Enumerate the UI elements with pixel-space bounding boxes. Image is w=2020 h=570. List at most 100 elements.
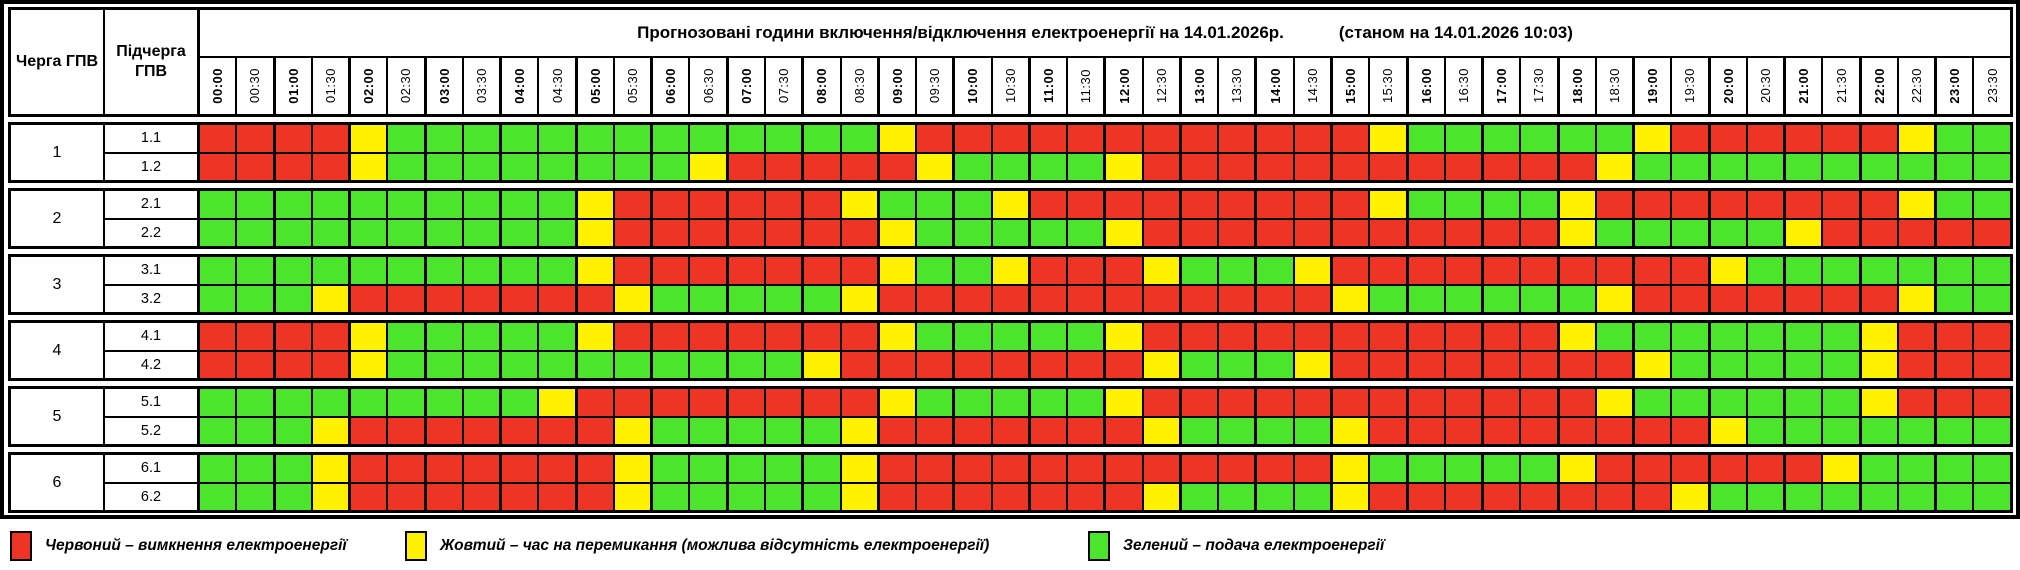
schedule-cell	[1027, 219, 1067, 246]
schedule-cell	[1896, 153, 1935, 180]
schedule-cell	[200, 323, 236, 350]
header-grid: Прогнозовані години включення/відключенн…	[200, 10, 2010, 114]
subqueue-label: 3.1	[105, 257, 197, 286]
time-label: 06:30	[700, 68, 716, 104]
time-label-cell: 10:00	[952, 58, 990, 114]
schedule-cell	[1556, 389, 1595, 416]
time-label-cell: 21:30	[1821, 58, 1858, 114]
schedule-cell	[1934, 323, 1973, 350]
subqueue-cells: 6.1 6.2	[105, 455, 197, 510]
subqueue-cells: 3.1 3.2	[105, 257, 197, 312]
schedule-cell	[423, 417, 462, 444]
schedule-cell	[423, 191, 462, 218]
schedule-cell	[1519, 323, 1557, 350]
schedule-cell	[650, 389, 689, 416]
schedule-cell	[915, 153, 953, 180]
legend-label: Зелений – подача електроенергії	[1123, 537, 1385, 554]
group-grid	[200, 455, 2010, 510]
schedule-cell	[1292, 285, 1330, 312]
schedule-cell	[1594, 191, 1633, 218]
schedule-cell	[1745, 257, 1784, 284]
schedule-cell	[839, 389, 877, 416]
schedule-cell	[423, 389, 462, 416]
schedule-cell	[688, 153, 726, 180]
subqueue-label: 3.2	[140, 290, 162, 307]
time-label-cell: 17:00	[1481, 58, 1519, 114]
schedule-row	[200, 219, 2010, 246]
schedule-cell	[1178, 483, 1218, 510]
time-label: 02:00	[361, 68, 377, 104]
time-label-cell: 16:30	[1443, 58, 1481, 114]
schedule-cell	[1368, 389, 1406, 416]
schedule-cell	[1972, 455, 2010, 482]
schedule-cell	[990, 483, 1028, 510]
time-label: 19:30	[1682, 68, 1698, 104]
schedule-cell	[1896, 389, 1935, 416]
schedule-cell	[1027, 351, 1067, 378]
schedule-cell	[1103, 219, 1142, 246]
schedule-row	[200, 389, 2010, 418]
group-grid	[200, 257, 2010, 312]
schedule-cell	[612, 285, 651, 312]
schedule-cell	[1217, 389, 1255, 416]
time-label: 14:00	[1267, 68, 1283, 104]
schedule-cell	[1594, 389, 1633, 416]
schedule-cell	[1632, 351, 1671, 378]
time-label-cell: 18:30	[1594, 58, 1632, 114]
schedule-cell	[310, 323, 349, 350]
schedule-cell	[839, 483, 877, 510]
schedule-cell	[1329, 153, 1369, 180]
time-label-cell: 23:00	[1934, 58, 1972, 114]
schedule-cell	[1254, 351, 1293, 378]
schedule-cell	[1481, 257, 1520, 284]
time-label-cell: 09:00	[876, 58, 915, 114]
time-label: 23:00	[1947, 68, 1963, 104]
schedule-cell	[688, 389, 726, 416]
schedule-cell	[1066, 191, 1104, 218]
time-label: 00:00	[210, 68, 226, 104]
schedule-cell	[537, 389, 575, 416]
schedule-cell	[386, 417, 424, 444]
schedule-cell	[423, 257, 462, 284]
schedule-cell	[801, 351, 840, 378]
schedule-cell	[1707, 285, 1746, 312]
double-separator	[197, 455, 200, 510]
schedule-cell	[1217, 257, 1255, 284]
schedule-cell	[688, 455, 726, 482]
schedule-cell	[1141, 219, 1179, 246]
legend: Червоний – вимкнення електроенергії Жовти…	[0, 527, 2020, 565]
schedule-cell	[1481, 389, 1520, 416]
schedule-cell	[915, 219, 953, 246]
schedule-cell	[499, 351, 538, 378]
schedule-cell	[310, 125, 349, 152]
schedule-cell	[200, 219, 236, 246]
schedule-cell	[461, 455, 500, 482]
schedule-cell	[915, 455, 953, 482]
schedule-cell	[1783, 125, 1822, 152]
schedule-row	[200, 257, 2010, 286]
subqueue-cells: 2.1 2.2	[105, 191, 197, 246]
time-label-cell: 15:00	[1329, 58, 1368, 114]
schedule-cell	[1443, 417, 1482, 444]
schedule-cell	[1594, 351, 1633, 378]
schedule-cell	[499, 455, 538, 482]
schedule-cell	[348, 455, 387, 482]
schedule-cell	[423, 483, 462, 510]
schedule-cell	[1594, 219, 1633, 246]
schedule-cell	[1594, 257, 1633, 284]
schedule-cell	[1858, 219, 1897, 246]
schedule-cell	[1027, 455, 1067, 482]
schedule-cell	[1481, 351, 1520, 378]
schedule-cell	[1368, 417, 1406, 444]
time-label: 13:30	[1229, 68, 1245, 104]
schedule-cell	[650, 191, 689, 218]
schedule-cell	[1481, 285, 1520, 312]
schedule-row	[200, 285, 2010, 312]
schedule-cell	[200, 125, 236, 152]
schedule-cell	[1178, 417, 1218, 444]
schedule-cell	[386, 389, 424, 416]
schedule-cell	[499, 219, 538, 246]
schedule-cell	[1027, 483, 1067, 510]
schedule-cell	[537, 257, 575, 284]
queue-number: 4	[52, 341, 62, 359]
